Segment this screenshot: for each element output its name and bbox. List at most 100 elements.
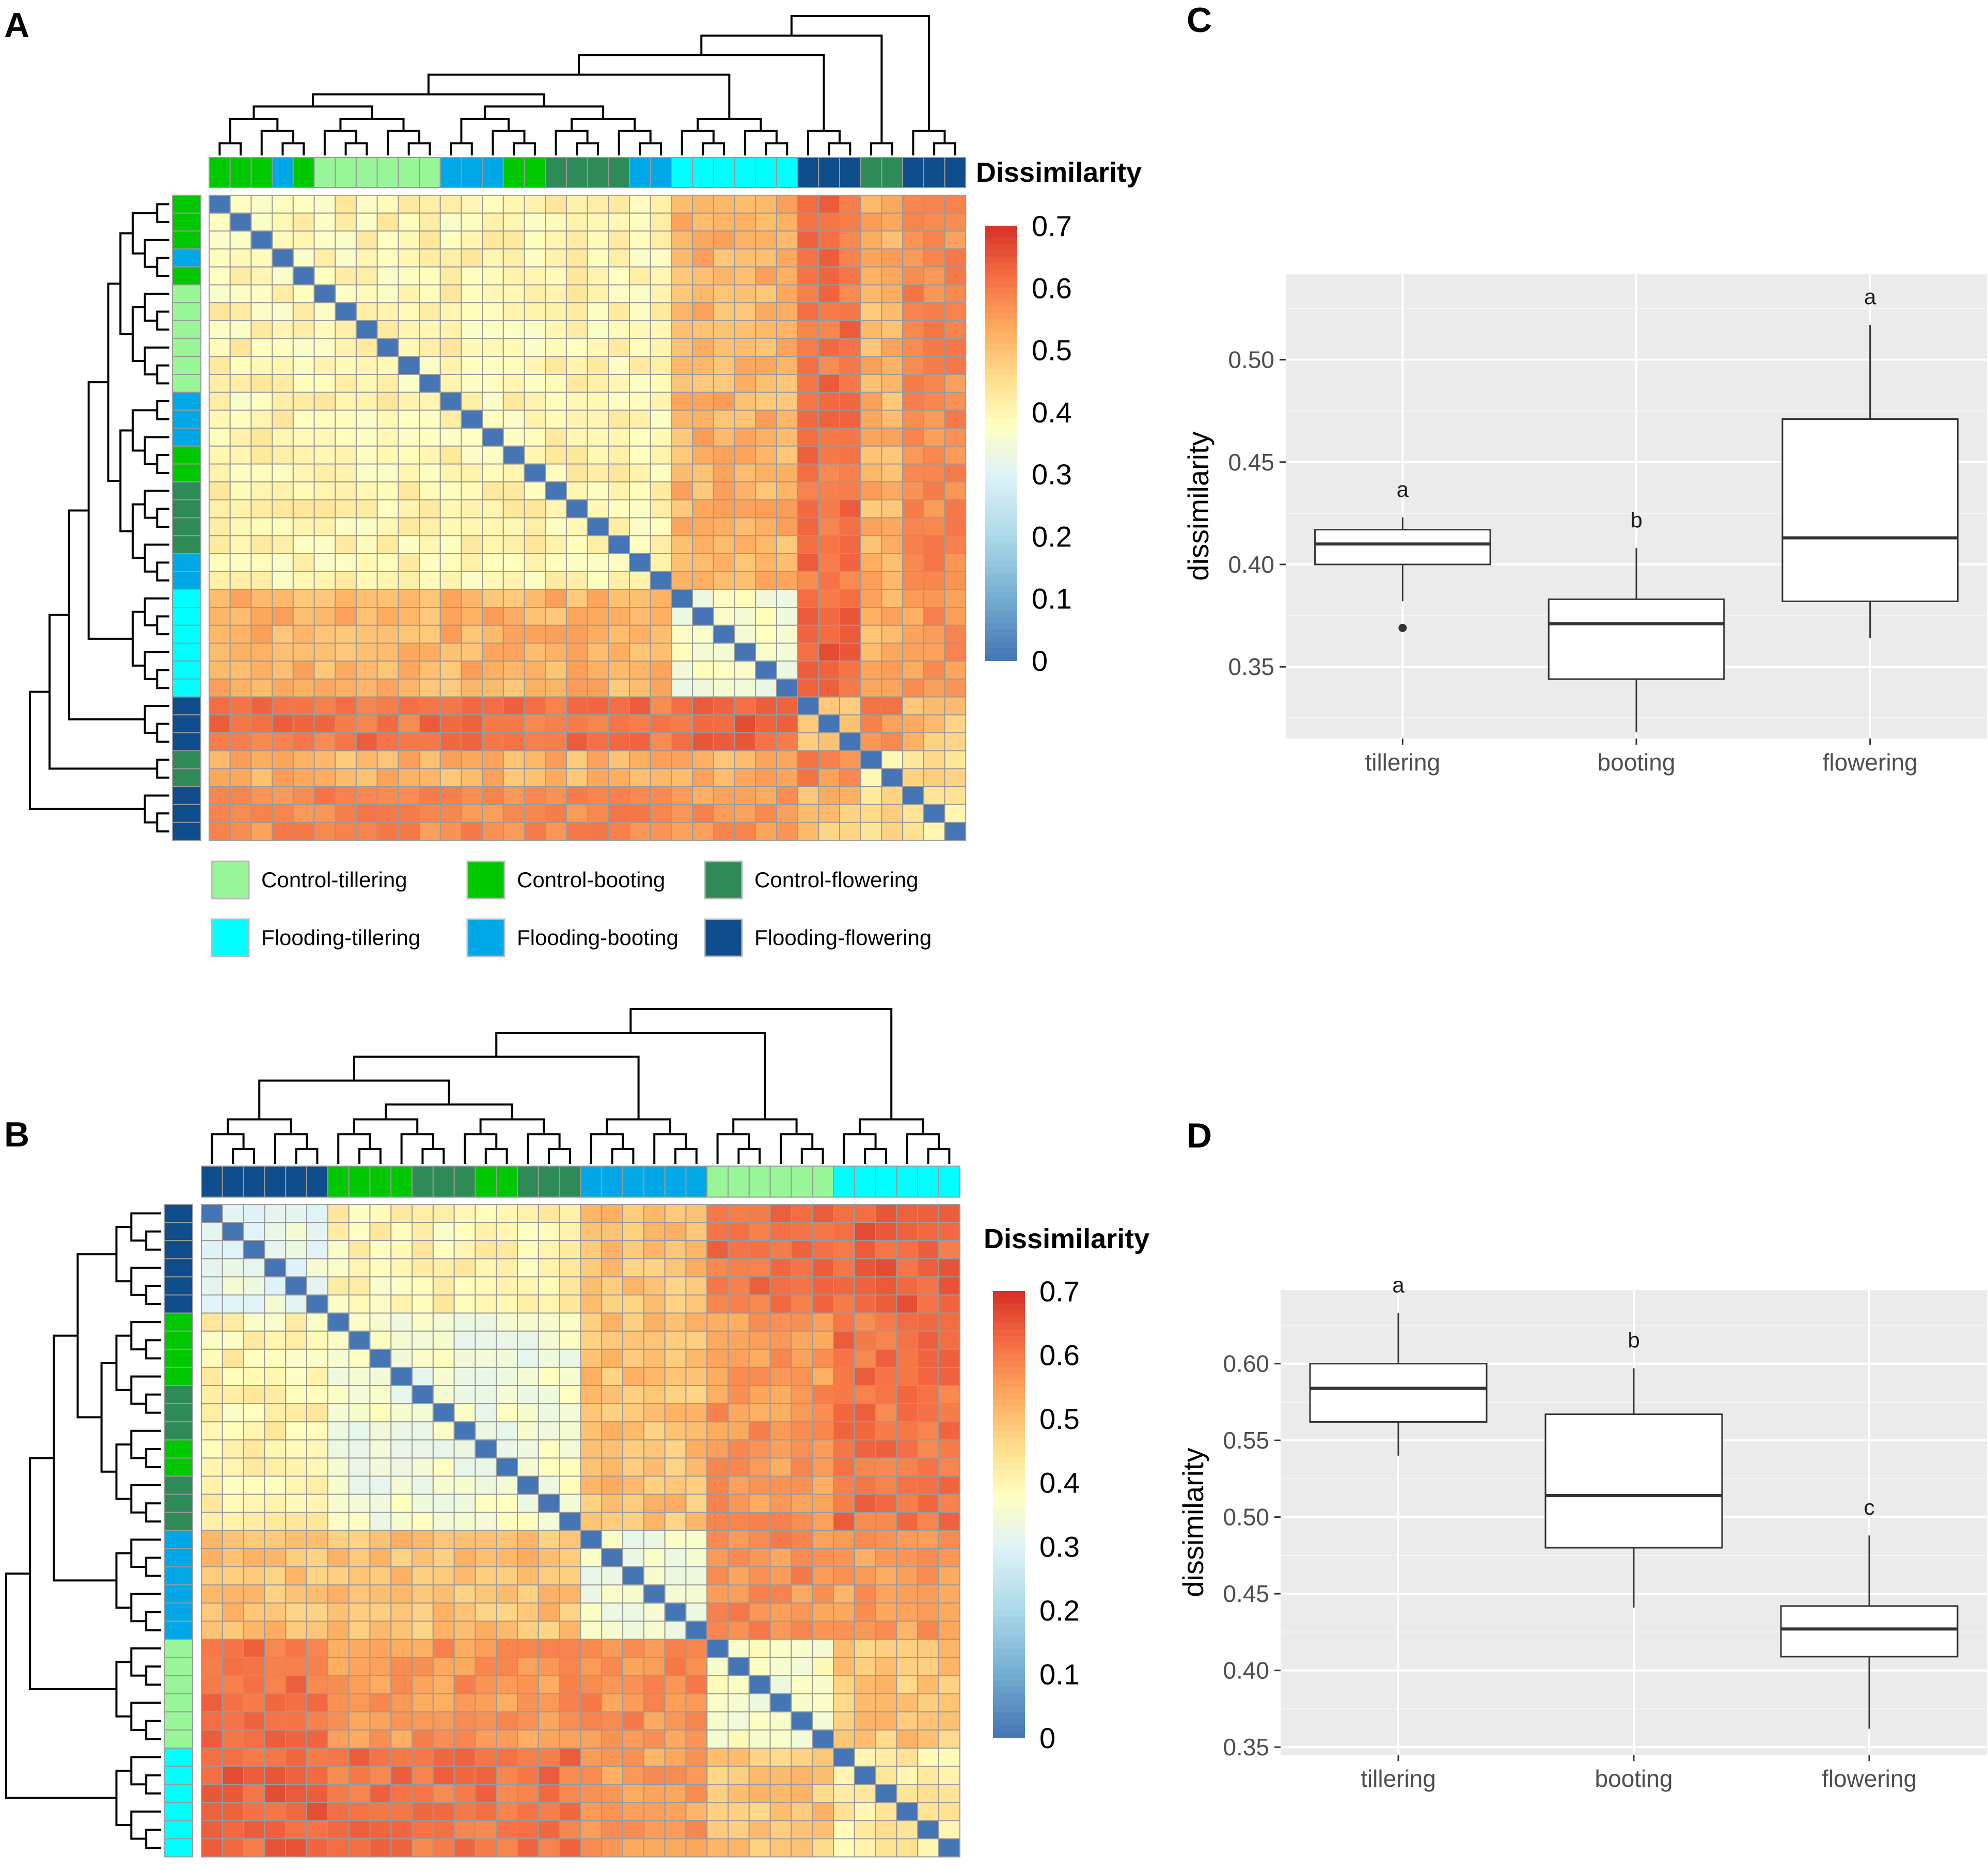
heat-cell	[896, 1439, 919, 1459]
heat-cell	[629, 624, 651, 644]
heat-cell	[622, 1385, 644, 1405]
heat-cell	[587, 356, 609, 375]
heat-cell	[250, 750, 273, 769]
heat-cell	[713, 212, 735, 232]
colorbar-segment	[985, 654, 1017, 661]
heat-cell	[728, 1530, 750, 1549]
heat-cell	[209, 374, 231, 393]
heat-cell	[306, 1276, 328, 1296]
heat-cell	[496, 1512, 518, 1531]
heat-cell	[313, 678, 336, 698]
heat-cell	[348, 1457, 371, 1477]
heat-cell	[390, 1748, 413, 1767]
heat-cell	[812, 1294, 834, 1314]
heat-cell	[306, 1584, 328, 1604]
legend-swatch	[211, 918, 250, 957]
heat-cell	[285, 1439, 308, 1459]
heat-cell	[650, 445, 672, 465]
heat-cell	[201, 1748, 223, 1767]
top-annotation-cell	[398, 157, 420, 188]
heat-cell	[313, 804, 336, 823]
heat-cell	[818, 391, 841, 411]
heat-cell	[376, 661, 399, 680]
heat-cell	[923, 589, 945, 608]
heat-cell	[833, 1240, 855, 1260]
heat-cell	[524, 624, 546, 644]
heat-cell	[250, 535, 273, 555]
heat-cell	[250, 642, 273, 662]
heat-cell	[938, 1820, 960, 1839]
heat-cell	[706, 1729, 729, 1749]
box-iqr	[1548, 598, 1725, 680]
heat-cell	[622, 1602, 644, 1622]
heat-cell	[776, 661, 798, 680]
left-annotation-cell	[172, 391, 201, 411]
heat-cell	[839, 607, 861, 626]
heat-cell	[818, 822, 841, 841]
heat-cell	[643, 1475, 666, 1495]
heat-cell	[496, 1204, 518, 1223]
colorbar-tick-label: 0.3	[1032, 458, 1072, 491]
heat-cell	[285, 1602, 308, 1622]
heat-cell	[439, 499, 462, 518]
heat-cell	[264, 1693, 287, 1712]
heat-cell	[944, 661, 967, 680]
heat-cell	[923, 822, 945, 841]
heat-cell	[860, 535, 882, 555]
heat-cell	[482, 320, 504, 339]
heat-cell	[917, 1639, 939, 1658]
heat-cell	[755, 499, 777, 518]
top-dendrogram-branch	[258, 1079, 450, 1120]
heat-cell	[419, 661, 441, 680]
heat-cell	[432, 1439, 455, 1459]
heat-cell	[453, 1204, 476, 1223]
heat-cell	[243, 1657, 265, 1676]
left-annotation-cell	[164, 1439, 193, 1459]
left-annotation-cell	[172, 571, 201, 590]
heat-cell	[923, 517, 945, 537]
heat-cell	[327, 1784, 350, 1803]
heat-cell	[545, 714, 567, 734]
heat-cell	[728, 1548, 750, 1567]
heat-cell	[791, 1657, 813, 1676]
heat-cell	[264, 1675, 287, 1694]
heat-cell	[419, 696, 441, 716]
heat-cell	[313, 356, 336, 375]
heat-cell	[755, 607, 777, 626]
heat-cell	[875, 1766, 897, 1785]
heat-cell	[475, 1439, 497, 1459]
left-dendrogram-branch	[68, 509, 145, 720]
heat-cell	[559, 1258, 581, 1278]
colorbar-segment	[993, 1642, 1025, 1649]
heat-cell	[348, 1348, 371, 1368]
heat-cell	[419, 732, 441, 751]
heat-cell	[650, 302, 672, 321]
heat-cell	[622, 1530, 644, 1549]
heat-cell	[559, 1403, 581, 1423]
heat-cell	[390, 1657, 413, 1676]
heat-cell	[643, 1385, 666, 1405]
colorbar-segment	[985, 524, 1017, 531]
heat-cell	[860, 284, 882, 304]
heat-cell	[938, 1675, 960, 1694]
heat-cell	[376, 445, 399, 465]
heat-cell	[376, 750, 399, 769]
heat-cell	[222, 1729, 244, 1749]
heat-cell	[854, 1366, 876, 1386]
heat-cell	[475, 1348, 497, 1368]
heat-cell	[587, 320, 609, 339]
heat-cell	[692, 624, 714, 644]
heat-cell	[608, 302, 630, 321]
heat-cell	[432, 1748, 455, 1767]
heat-cell	[292, 804, 315, 823]
heat-cell	[313, 786, 336, 805]
heat-cell	[565, 732, 588, 751]
heat-cell	[938, 1566, 960, 1586]
heat-cell	[327, 1403, 350, 1423]
left-dendrogram-branch	[156, 812, 169, 832]
heat-cell	[348, 1621, 371, 1640]
heat-cell	[559, 1802, 581, 1821]
heat-cell	[482, 481, 504, 500]
top-annotation-cell	[776, 157, 798, 188]
heat-cell	[896, 1330, 919, 1350]
